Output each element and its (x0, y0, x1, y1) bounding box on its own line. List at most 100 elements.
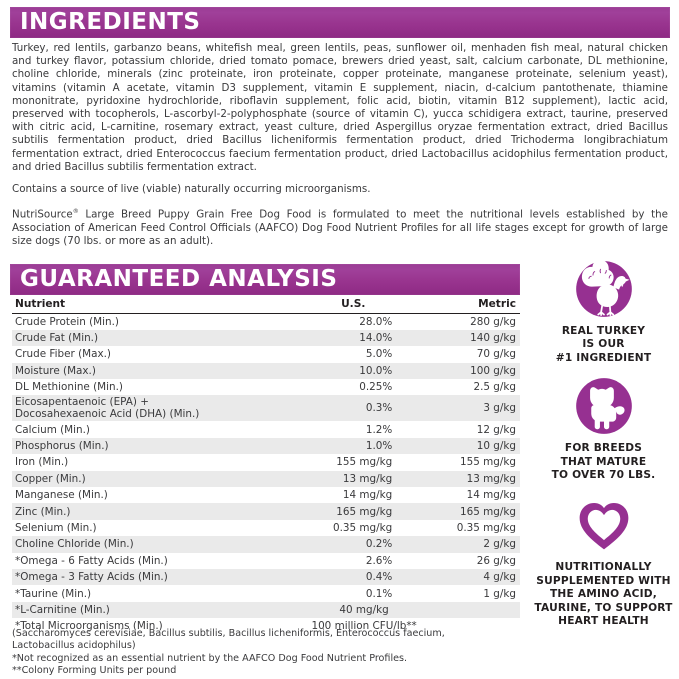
aafco-brand-name: NutriSource (12, 208, 73, 221)
feature-real-turkey-caption: REAL TURKEY IS OUR #1 INGREDIENT (528, 325, 679, 365)
cell-metric-value: 100 g/kg (470, 364, 516, 377)
live-cultures-note: Contains a source of live (viable) natur… (12, 183, 371, 196)
cell-us-value: 14.0% (359, 332, 393, 345)
table-row: Choline Chloride (Min.) 0.2% 2 g/kg (12, 536, 520, 553)
cell-us-value: 1.0% (365, 440, 393, 453)
table-row: *Taurine (Min.) 0.1% 1 g/kg (12, 585, 520, 601)
caption-line: REAL TURKEY (561, 325, 646, 337)
turkey-icon (575, 260, 632, 317)
ingredients-banner: INGREDIENTS (10, 7, 670, 38)
cell-nutrient: Phosphorus (Min.) (15, 440, 109, 453)
caption-line: TO OVER 70 LBS. (551, 469, 656, 482)
cell-nutrient: Zinc (Min.) (15, 505, 71, 518)
table-row: Iron (Min.) 155 mg/kg 155 mg/kg (12, 454, 520, 470)
cell-nutrient: *Taurine (Min.) (15, 587, 92, 600)
cell-us-value: 0.2% (365, 538, 393, 551)
aafco-statement-text: Large Breed Puppy Grain Free Dog Food is… (12, 208, 668, 248)
table-row: Crude Protein (Min.) 28.0% 280 g/kg (12, 314, 520, 330)
cell-nutrient: Copper (Min.) (15, 472, 86, 485)
guaranteed-analysis-footnotes: (Saccharomyces cerevisiae, Bacillus subt… (12, 628, 512, 678)
guaranteed-analysis-table: Nutrient U.S. Metric Crude Protein (Min.… (12, 297, 520, 635)
cell-us-value: 10.0% (359, 364, 393, 377)
feature-taurine-heart-caption: NUTRITIONALLY SUPPLEMENTED WITH THE AMIN… (528, 561, 679, 628)
cell-nutrient: Eicosapentaenoic (EPA) + Docosahexaenoic … (12, 395, 290, 421)
ingredients-body: Turkey, red lentils, garbanzo beans, whi… (12, 42, 668, 248)
table-row: Crude Fiber (Max.) 5.0% 70 g/kg (12, 346, 520, 362)
feature-for-breeds: FOR BREEDS THAT MATURE TO OVER 70 LBS. (528, 377, 679, 482)
aafco-statement: NutriSource® Large Breed Puppy Grain Fre… (12, 205, 668, 248)
cell-metric-value: 2 g/kg (483, 538, 516, 551)
cell-nutrient: Crude Fiber (Max.) (15, 348, 111, 361)
cell-nutrient-line2: Docosahexaenoic Acid (DHA) (Min.) (15, 408, 200, 421)
guaranteed-analysis-banner: GUARANTEED ANALYSIS (10, 264, 520, 295)
cell-us-value: 0.4% (365, 571, 393, 584)
column-header-metric: Metric (416, 297, 520, 314)
cell-us-value: 0.3% (365, 402, 393, 415)
cell-nutrient: Choline Chloride (Min.) (15, 538, 134, 551)
ingredients-banner-title: INGREDIENTS (20, 9, 201, 35)
cell-span-value: 40 mg/kg (339, 603, 389, 616)
cell-nutrient: *Omega - 3 Fatty Acids (Min.) (15, 571, 168, 584)
cell-nutrient: Crude Protein (Min.) (15, 315, 119, 328)
cell-span-value: 100 million CFU/lb** (311, 620, 417, 633)
caption-line: THAT MATURE (560, 455, 647, 468)
cell-us-value: 165 mg/kg (336, 505, 393, 518)
caption-line: HEART HEALTH (558, 615, 649, 628)
cell-us-value: 0.35 mg/kg (332, 521, 393, 534)
footnote-line: *Not recognized as an essential nutrient… (12, 652, 408, 664)
caption-line: TAURINE, TO SUPPORT (534, 601, 673, 614)
table-row: Eicosapentaenoic (EPA) + Docosahexaenoic … (12, 395, 520, 422)
feature-real-turkey: REAL TURKEY IS OUR #1 INGREDIENT (528, 260, 679, 365)
table-row: Selenium (Min.) 0.35 mg/kg 0.35 mg/kg (12, 520, 520, 536)
cell-us-value: 5.0% (365, 348, 393, 361)
cell-us-value: 13 mg/kg (342, 472, 393, 485)
registered-mark-icon: ® (72, 208, 79, 216)
table-row: DL Methionine (Min.) 0.25% 2.5 g/kg (12, 379, 520, 395)
cell-us-value: 1.2% (365, 423, 393, 436)
column-header-nutrient: Nutrient (12, 297, 291, 314)
cell-metric-value: 165 mg/kg (460, 505, 516, 518)
cell-nutrient: Iron (Min.) (15, 456, 69, 469)
table-row: Zinc (Min.) 165 mg/kg 165 mg/kg (12, 503, 520, 520)
cell-nutrient: DL Methionine (Min.) (15, 381, 123, 394)
table-row: *Omega - 3 Fatty Acids (Min.) 0.4% 4 g/kg (12, 568, 520, 586)
cell-metric-value: 3 g/kg (483, 402, 516, 415)
caption-line: FOR BREEDS (564, 442, 643, 455)
table-row: Calcium (Min.) 1.2% 12 g/kg (12, 421, 520, 437)
dog-icon (575, 378, 632, 435)
cell-metric-value: 13 mg/kg (466, 472, 516, 485)
cell-us-value: 0.25% (359, 381, 393, 394)
table-row: Moisture (Max.) 10.0% 100 g/kg (12, 362, 520, 380)
cell-us-value: 14 mg/kg (342, 489, 393, 502)
caption-line: IS OUR (582, 338, 625, 351)
cell-metric-value: 12 g/kg (476, 423, 516, 436)
cell-metric-value: 0.35 mg/kg (456, 521, 516, 534)
caption-line: THE AMINO ACID, (550, 588, 657, 601)
table-row: *L-Carnitine (Min.) 40 mg/kg (12, 601, 520, 619)
feature-taurine-heart: NUTRITIONALLY SUPPLEMENTED WITH THE AMIN… (528, 496, 679, 628)
guaranteed-analysis-banner-title: GUARANTEED ANALYSIS (20, 266, 338, 292)
cell-nutrient: Crude Fat (Min.) (15, 332, 99, 345)
table-row: Copper (Min.) 13 mg/kg 13 mg/kg (12, 470, 520, 488)
table-body: Crude Protein (Min.) 28.0% 280 g/kg Crude F… (12, 314, 520, 635)
table-row: Phosphorus (Min.) 1.0% 10 g/kg (12, 437, 520, 455)
cell-nutrient: Calcium (Min.) (15, 423, 90, 436)
cell-metric-value: 26 g/kg (476, 554, 516, 567)
feature-for-breeds-caption: FOR BREEDS THAT MATURE TO OVER 70 LBS. (528, 442, 679, 482)
cell-metric-value: 155 mg/kg (460, 456, 516, 469)
cell-metric-value: 1 g/kg (483, 587, 516, 600)
cell-metric-value: 14 mg/kg (466, 489, 516, 502)
caption-line: SUPPLEMENTED WITH (536, 574, 671, 587)
cell-nutrient: Moisture (Max.) (15, 364, 96, 377)
cell-nutrient: *Total Microorganisms (Min.) (15, 620, 163, 633)
table-header: Nutrient U.S. Metric (12, 297, 520, 314)
footnote-line: (Saccharomyces cerevisiae, Bacillus subt… (12, 628, 445, 639)
table-row: Crude Fat (Min.) 14.0% 140 g/kg (12, 329, 520, 347)
table-header-row: Nutrient U.S. Metric (12, 297, 520, 314)
table-row: *Omega - 6 Fatty Acids (Min.) 2.6% 26 g/kg (12, 553, 520, 569)
cell-nutrient-line1: Eicosapentaenoic (EPA) + (15, 396, 149, 409)
cell-us-value: 2.6% (365, 554, 393, 567)
caption-line: NUTRITIONALLY (555, 561, 652, 574)
cell-nutrient: *L-Carnitine (Min.) (15, 603, 110, 616)
